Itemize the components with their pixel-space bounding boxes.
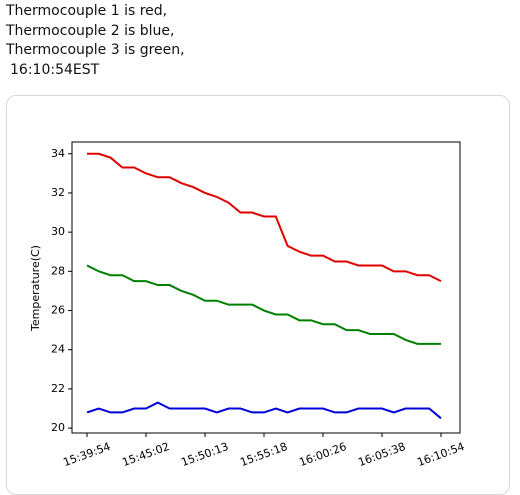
y-tick-label: 30 [51, 225, 65, 238]
text-line: Thermocouple 2 is blue, [6, 22, 175, 39]
y-tick-label: 20 [51, 421, 65, 434]
page: Thermocouple 1 is red, Thermocouple 2 is… [6, 2, 510, 495]
x-tick-label: 15:55:18 [238, 440, 289, 469]
x-tick-label: 16:10:54 [415, 440, 466, 469]
y-tick-label: 22 [51, 382, 65, 395]
chart: Temperature(C) Time(minutes) 20222426283… [29, 141, 466, 478]
y-tick-label: 24 [51, 343, 65, 356]
text-line: 16:10:54EST [10, 61, 100, 78]
y-tick-label: 26 [51, 304, 65, 317]
x-tick-label: 15:39:54 [61, 440, 112, 469]
y-tick-label: 34 [51, 147, 65, 160]
status-text: Thermocouple 1 is red, Thermocouple 2 is… [6, 2, 185, 80]
x-tick-label: 16:05:38 [356, 440, 407, 469]
series-line [87, 152, 442, 283]
x-tick-label: 16:00:26 [297, 440, 348, 469]
x-tick-label: 15:50:13 [179, 440, 230, 469]
y-axis-label: Temperature(C) [29, 245, 42, 332]
series-line [86, 401, 442, 420]
series-line [86, 264, 441, 345]
x-tick-label: 15:45:02 [120, 440, 171, 469]
text-line: Thermocouple 3 is green, [6, 42, 185, 58]
plot-frame [71, 141, 461, 434]
y-tick-label: 32 [51, 186, 65, 199]
y-tick-label: 28 [51, 264, 65, 277]
text-line: Thermocouple 1 is red, [6, 3, 168, 19]
